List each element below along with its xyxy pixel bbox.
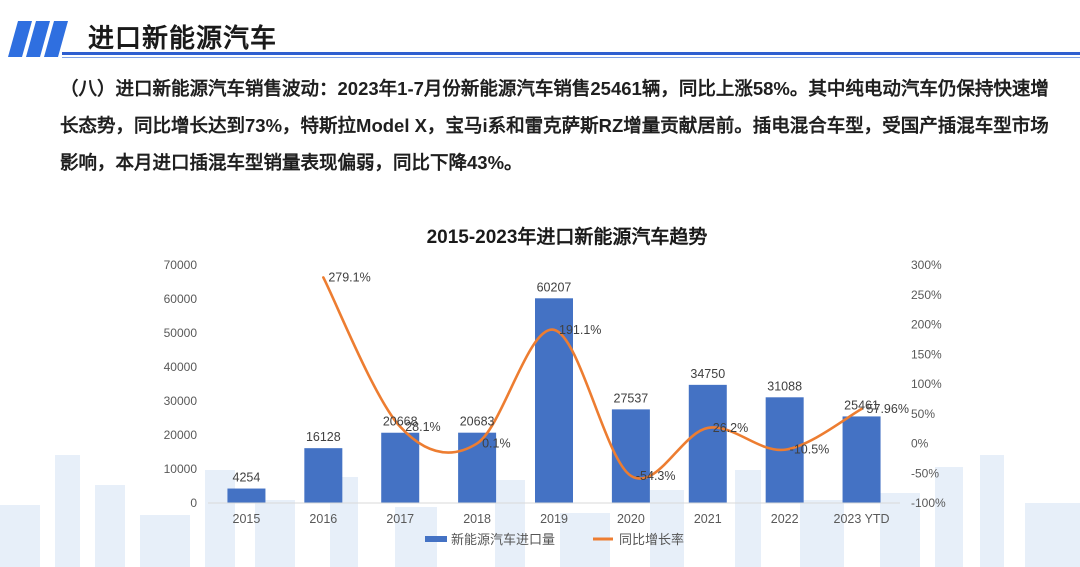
skyline-building [95,485,125,567]
skyline-building [55,455,80,567]
skyline-building [980,455,1004,567]
left-axis-tick-label: 40000 [164,360,198,374]
skyline-building [0,505,40,567]
skyline-building [205,470,235,567]
bar [688,384,727,503]
x-axis-tick-label: 2016 [309,512,337,526]
bar-value-label: 27537 [614,391,649,405]
skyline-building [735,470,761,567]
right-axis: -100% -50% 0% 50% 100% 150% 200% 250% 300% [911,258,946,510]
x-axis: 2015 2016 2017 2018 2019 2020 2021 2022 2023 YTD [208,502,900,526]
x-axis-tick-label: 2017 [386,512,414,526]
bar-value-label: 25461 [844,398,879,412]
left-axis-tick-label: 50000 [164,326,198,340]
bar-value-label: 20668 [383,415,418,429]
header-divider-thin [62,57,1080,58]
skyline-background [0,455,1080,567]
left-axis-tick-label: 70000 [164,258,198,272]
trend-chart: 2015-2023年进口新能源汽车趋势 0 10000 20000 30000 4000… [0,225,1080,567]
right-axis-tick-label: 200% [911,318,942,332]
x-axis-tick-label: 2019 [540,512,568,526]
legend-label-line: 同比增长率 [619,532,684,547]
bar-value-label: 16128 [306,430,341,444]
bar [227,488,266,503]
legend-swatch-bar [425,536,447,542]
bar [381,432,420,503]
right-axis-tick-label: 300% [911,258,942,272]
chart-container: 2015-2023年进口新能源汽车趋势 0 10000 20000 30000 4000… [0,215,1080,567]
left-axis-tick-label: 60000 [164,292,198,306]
line-value-label: 191.1% [559,323,601,337]
chart-legend: 新能源汽车进口量 同比增长率 [425,532,684,547]
chart-title: 2015-2023年进口新能源汽车趋势 [427,225,708,248]
right-axis-tick-label: 250% [911,288,942,302]
line-value-label: 28.1% [405,420,440,434]
left-axis-tick-label: 10000 [164,462,198,476]
right-axis-tick-label: 150% [911,347,942,361]
bar-value-label: 20683 [460,415,495,429]
left-axis-tick-label: 20000 [164,428,198,442]
summary-paragraph: （八）进口新能源汽车销售波动：2023年1-7月份新能源汽车销售25461辆，同… [60,78,1049,173]
line-value-label: -54.3% [636,469,676,483]
line-value-label: -10.5% [790,443,830,457]
x-axis-tick-label: 2020 [617,512,645,526]
x-axis-tick-label: 2023 YTD [834,512,890,526]
skyline-building [935,467,963,567]
x-axis-tick-label: 2018 [463,512,491,526]
page-title: 进口新能源汽车 [88,23,278,53]
line-series [322,276,863,480]
skyline-building [255,500,295,567]
legend-label-bar: 新能源汽车进口量 [451,532,555,547]
x-axis-tick-label: 2021 [694,512,722,526]
skyline-building [800,500,844,567]
line-value-label: 26.2% [713,421,748,435]
right-axis-tick-label: -100% [911,496,946,510]
bar [535,298,573,503]
right-axis-tick-label: 50% [911,407,935,421]
line-value-labels: 279.1% 28.1% 0.1% 191.1% -54.3% 26.2% -10.5% 57… [328,270,909,482]
left-axis-tick-label: 30000 [164,394,198,408]
page-header: 进口新能源汽车 [0,0,1080,70]
bar-value-labels: 4254 16128 20668 20683 60207 27537 34750 31088 2… [233,280,879,484]
right-axis-tick-label: 0% [911,437,929,451]
bar-value-label: 60207 [537,280,572,294]
skyline-building [495,480,525,567]
skyline-building [880,493,920,567]
bar-value-label: 31088 [767,379,802,393]
x-axis-tick-label: 2022 [771,512,799,526]
header-divider [62,52,1080,55]
right-axis-tick-label: -50% [911,466,939,480]
bar-value-label: 4254 [233,471,261,485]
skyline-building [140,515,190,567]
skyline-building [1025,503,1080,567]
growth-rate-line [322,276,863,480]
bar-value-label: 34750 [690,367,725,381]
line-value-label: 279.1% [328,270,370,284]
skyline-building [650,490,684,567]
header-stripes-icon [8,21,68,57]
line-value-label: 57.96% [867,402,909,416]
bar [611,409,650,503]
bar-series [227,298,881,503]
bar [304,448,343,503]
bar [842,416,881,503]
right-axis-tick-label: 100% [911,377,942,391]
line-value-label: 0.1% [482,436,511,450]
left-axis: 0 10000 20000 30000 40000 50000 60000 70000 [164,258,198,510]
x-axis-tick-label: 2015 [233,512,261,526]
left-axis-tick-label: 0 [190,496,197,510]
